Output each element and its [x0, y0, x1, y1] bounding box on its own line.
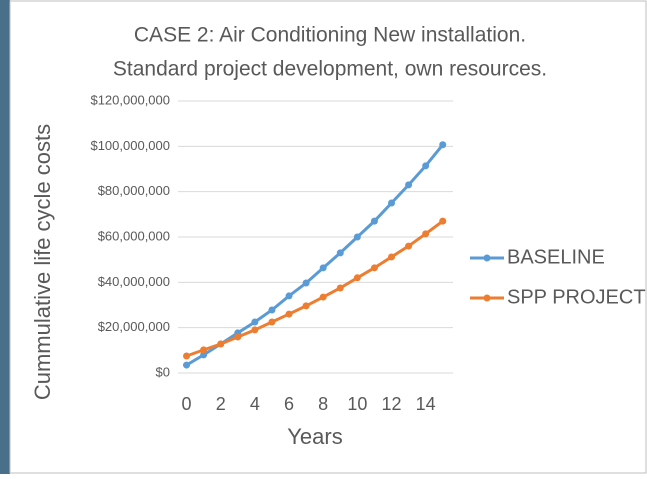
y-axis-label: Cummulative life cycle costs [30, 124, 55, 400]
series-line [186, 219, 444, 358]
data-point [353, 233, 361, 241]
chart-subtitle: Standard project development, own resour… [113, 58, 547, 81]
x-tick-label: 2 [216, 394, 226, 414]
data-point [439, 217, 447, 225]
data-point [370, 264, 378, 272]
x-axis-label: Years [287, 424, 342, 449]
chart-title: CASE 2: Air Conditioning New installatio… [134, 24, 526, 47]
x-tick-label: 10 [347, 394, 367, 414]
data-point [405, 181, 413, 189]
data-point [353, 274, 361, 282]
y-tick-label: $0 [156, 364, 170, 379]
y-tick-label: $100,000,000 [90, 138, 170, 153]
data-point [268, 306, 276, 314]
background-edge [0, 0, 10, 474]
data-point [268, 318, 276, 326]
data-point [183, 361, 191, 369]
legend-label: BASELINE [507, 246, 605, 268]
data-point [234, 333, 242, 341]
y-tick-label: $20,000,000 [98, 319, 170, 334]
data-point [422, 230, 430, 238]
data-point [183, 352, 191, 360]
data-point [336, 249, 344, 257]
data-point [370, 217, 378, 225]
data-point [319, 293, 327, 301]
data-point [405, 242, 413, 250]
data-point [200, 351, 208, 359]
data-point [302, 302, 310, 310]
y-tick-label: $80,000,000 [98, 183, 170, 198]
y-tick-label: $60,000,000 [98, 228, 170, 243]
data-point [319, 264, 327, 272]
x-tick-label: 0 [182, 394, 192, 414]
data-point [200, 346, 208, 354]
x-tick-label: 12 [381, 394, 401, 414]
x-tick-label: 14 [416, 394, 436, 414]
legend-marker [483, 254, 491, 262]
data-point [302, 279, 310, 287]
legend-marker [483, 294, 491, 302]
data-point [336, 284, 344, 292]
data-point [217, 340, 225, 348]
x-tick-label: 4 [250, 394, 260, 414]
y-tick-label: $40,000,000 [98, 274, 170, 289]
data-point [251, 318, 259, 326]
x-tick-label: 6 [284, 394, 294, 414]
legend-label: SPP PROJECT [507, 286, 646, 308]
data-point [251, 326, 259, 334]
data-point [422, 162, 430, 170]
data-point [285, 292, 293, 300]
data-point [388, 199, 396, 207]
x-tick-label: 8 [318, 394, 328, 414]
y-tick-label: $120,000,000 [90, 92, 170, 107]
data-point [388, 253, 396, 261]
series-line [185, 143, 444, 367]
data-point [439, 141, 447, 149]
data-point [285, 310, 293, 318]
